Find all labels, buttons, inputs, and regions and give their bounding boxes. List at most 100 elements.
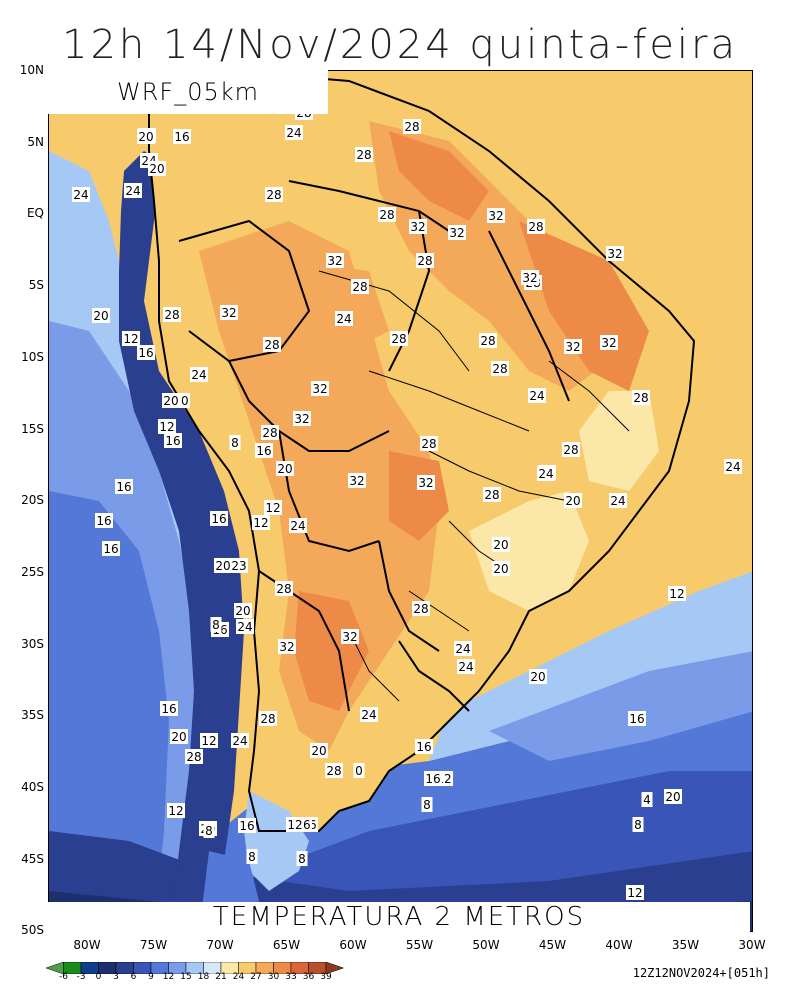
lat-label: 25S xyxy=(21,564,44,579)
contour-label: 20 xyxy=(137,129,155,144)
contour-label: 24 xyxy=(289,518,307,533)
lat-label: 10N xyxy=(19,63,44,77)
contour-label: 28 xyxy=(390,331,408,346)
amapa-hot-zone xyxy=(389,131,489,221)
contour-label-text: 24 xyxy=(361,708,376,722)
contour-label-text: 32 xyxy=(294,412,309,426)
contour-label: 20 xyxy=(310,743,328,758)
lat-label: 5N xyxy=(27,134,44,149)
contour-label: 20 xyxy=(92,308,110,323)
contour-label-text: 28 xyxy=(404,120,419,134)
contour-label-text: 28 xyxy=(186,750,201,764)
colorbar-tick-label: 18 xyxy=(197,972,210,982)
contour-label: 32 xyxy=(278,639,296,654)
continent-outline xyxy=(148,71,696,832)
contour-label: 28 xyxy=(185,749,203,764)
contour-label-text: 12 xyxy=(201,734,216,748)
contour-label-text: 32 xyxy=(565,340,580,354)
contour-label-text: 20 xyxy=(149,162,164,176)
colorbar-tick-label: 33 xyxy=(285,972,297,982)
atlantic-cold-band xyxy=(489,651,752,761)
contour-label-text: 28 xyxy=(413,602,428,616)
patagonia-cool-zone xyxy=(244,791,309,891)
lon-label: 60W xyxy=(339,938,367,952)
contour-label: 28 xyxy=(491,361,509,376)
contour-label: 20 xyxy=(664,789,682,804)
contour-label-text: 28 xyxy=(633,391,648,405)
colorbar xyxy=(46,962,345,974)
contour-label-text: 20 xyxy=(93,309,108,323)
contour-label: 8 xyxy=(632,817,644,832)
contour-label-text: 28 xyxy=(260,712,275,726)
contour-label-text: 24 xyxy=(455,642,470,656)
contour-label: 24 xyxy=(457,659,475,674)
contour-label-text: 20 xyxy=(565,494,580,508)
contour-label-text: 24 xyxy=(610,494,625,508)
contour-label-text: 28 xyxy=(266,188,281,202)
contour-label: 28 xyxy=(163,307,181,322)
colorbar-segment xyxy=(325,962,345,974)
contour-label-text: 24 xyxy=(529,389,544,403)
contour-label: 28 xyxy=(378,207,396,222)
contour-label: 28 xyxy=(527,219,545,234)
lon-label: 65W xyxy=(272,938,301,952)
contour-label: 32 xyxy=(600,335,618,350)
contour-label: 32 xyxy=(487,208,505,223)
lon-label: 75W xyxy=(139,938,168,952)
contour-label: 32 xyxy=(606,246,624,261)
contour-label-text: 28 xyxy=(563,443,578,457)
contour-label-text: 24 xyxy=(336,312,351,326)
contour-label: 16 xyxy=(210,511,228,526)
contour-label: 28 xyxy=(632,390,650,405)
contour-label-text: 28 xyxy=(356,148,371,162)
country-borders xyxy=(148,71,696,832)
contour-label-text: 28 xyxy=(480,334,495,348)
contour-label-text: 16 xyxy=(103,542,118,556)
temperature-map: 28 16 20 16 24 28 24 20 28 24 24 28 28 32 32 28 32 32 28 32… xyxy=(48,70,753,932)
colorbar-tick-label: 27 xyxy=(250,972,262,982)
contour-label-text: 16 xyxy=(116,480,131,494)
contour-label: 8 xyxy=(296,851,308,866)
contour-label-text: 12 xyxy=(168,804,183,818)
contour-label: 16 xyxy=(424,771,442,786)
contour-label-text: 24 xyxy=(73,188,88,202)
contour-label-text: 28 xyxy=(164,308,179,322)
contour-label-text: 24 xyxy=(538,467,553,481)
paraguay-border xyxy=(378,540,440,652)
contour-label-text: 28 xyxy=(528,220,543,234)
contour-label: 16 xyxy=(415,739,433,754)
contour-label-text: 28 xyxy=(276,582,291,596)
contour-label-text: 20 xyxy=(311,744,326,758)
contour-label-text: 24 xyxy=(237,620,252,634)
contour-label: 20 xyxy=(529,669,547,684)
contour-label: 16 xyxy=(255,443,273,458)
contour-label-text: 16 xyxy=(211,512,226,526)
contour-label-text: 23 xyxy=(231,559,246,573)
contour-label: 24 xyxy=(454,641,472,656)
contour-label-text: 24 xyxy=(725,460,740,474)
peru-brazil-border xyxy=(228,360,390,452)
state-line-2 xyxy=(368,370,530,432)
colorbar-tick-label: 0 xyxy=(95,972,102,982)
contour-label-text: 24 xyxy=(290,519,305,533)
contour-label-text: 12 xyxy=(253,516,268,530)
state-line-6 xyxy=(408,590,470,632)
contour-label: 12 xyxy=(286,817,304,832)
atlantic-cool-band xyxy=(429,571,752,761)
contour-label-text: 20 xyxy=(235,604,250,618)
contour-label-text: 12 xyxy=(159,420,174,434)
contour-label-text: 32 xyxy=(601,336,616,350)
contour-label: 24 xyxy=(231,733,249,748)
contour-label-text: 16 xyxy=(239,819,254,833)
contour-label: 28 xyxy=(479,333,497,348)
contour-label: 24 xyxy=(236,619,254,634)
contour-label: 12 xyxy=(167,803,185,818)
contour-label: 16 xyxy=(115,479,133,494)
contour-labels: 28 16 20 16 24 28 24 20 28 24 24 28 28 32 32 28 32 32 28 32… xyxy=(72,105,742,900)
contour-label-text: 28 xyxy=(264,338,279,352)
lat-label: 10S xyxy=(21,349,44,364)
contour-label: 16 xyxy=(102,541,120,556)
contour-label: 28 xyxy=(412,601,430,616)
contour-label-text: 28 xyxy=(421,437,436,451)
map-title: 12h 14/Nov/2024 quinta-feira xyxy=(62,22,738,68)
